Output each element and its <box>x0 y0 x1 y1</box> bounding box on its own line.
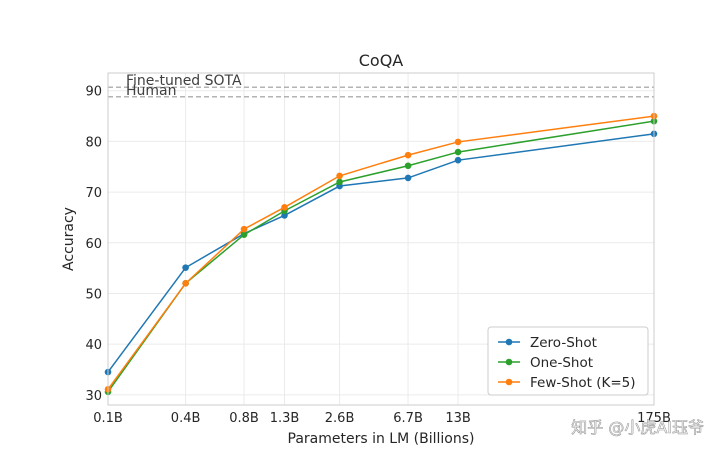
data-point <box>454 148 462 156</box>
legend-label: One-Shot <box>530 355 593 371</box>
y-tick-labels: 30 40 50 60 70 80 90 <box>85 85 102 404</box>
data-point <box>404 174 412 182</box>
legend-label: Zero-Shot <box>530 335 597 351</box>
legend-item: Few-Shot (K=5) <box>498 375 636 391</box>
x-axis-label: Parameters in LM (Billions) <box>288 431 475 447</box>
x-tick-label: 2.6B <box>325 411 355 426</box>
data-point <box>182 264 189 271</box>
y-tick-label: 80 <box>85 135 102 150</box>
y-tick-label: 90 <box>85 85 102 100</box>
legend-item: Zero-Shot <box>498 335 597 351</box>
data-point <box>240 225 248 233</box>
data-point <box>336 172 343 180</box>
series-group <box>104 112 658 396</box>
series-line <box>107 133 655 373</box>
y-tick-label: 60 <box>85 237 102 252</box>
data-point <box>454 138 462 146</box>
data-point <box>281 204 288 211</box>
data-point <box>240 231 248 238</box>
y-axis-label: Accuracy <box>61 207 77 271</box>
x-tick-label: 13B <box>445 411 470 426</box>
series-zero-shot <box>104 130 658 376</box>
data-point <box>281 212 288 219</box>
legend-box <box>487 326 649 396</box>
data-point <box>336 178 343 186</box>
legend-swatch-marker <box>505 338 513 346</box>
plot-frame <box>107 72 655 406</box>
reference-line-label: Human <box>126 83 177 99</box>
x-tick-label: 1.3B <box>270 411 300 426</box>
y-tick-label: 40 <box>85 338 102 353</box>
x-tick-labels: 0.1B 0.4B 0.8B 1.3B 2.6B 6.7B 13B 175B <box>93 411 671 426</box>
watermark: 知乎 @小虎AI珏爷 <box>571 418 704 437</box>
legend-swatch-marker <box>505 358 513 366</box>
y-tick-label: 30 <box>85 389 102 404</box>
x-tick-label: 175B <box>637 411 671 426</box>
series-line <box>107 115 655 390</box>
data-point <box>404 162 412 170</box>
legend-item: One-Shot <box>498 355 593 371</box>
y-tick-label: 70 <box>85 186 102 201</box>
y-tick-label: 50 <box>85 287 102 302</box>
legend-label: Few-Shot (K=5) <box>530 375 636 391</box>
legend-swatch-marker <box>505 378 513 386</box>
legend: Zero-Shot One-Shot Few-Shot (K=5) <box>487 326 649 396</box>
chart-title: CoQA <box>359 51 404 70</box>
x-tick-label: 0.4B <box>171 411 201 426</box>
data-point <box>454 156 462 164</box>
data-point <box>404 151 412 159</box>
reference-line-label: Fine-tuned SOTA <box>126 73 242 89</box>
data-point <box>182 280 189 287</box>
x-tick-label: 0.1B <box>93 411 123 426</box>
x-tick-label: 0.8B <box>229 411 259 426</box>
x-tick-label: 6.7B <box>393 411 423 426</box>
